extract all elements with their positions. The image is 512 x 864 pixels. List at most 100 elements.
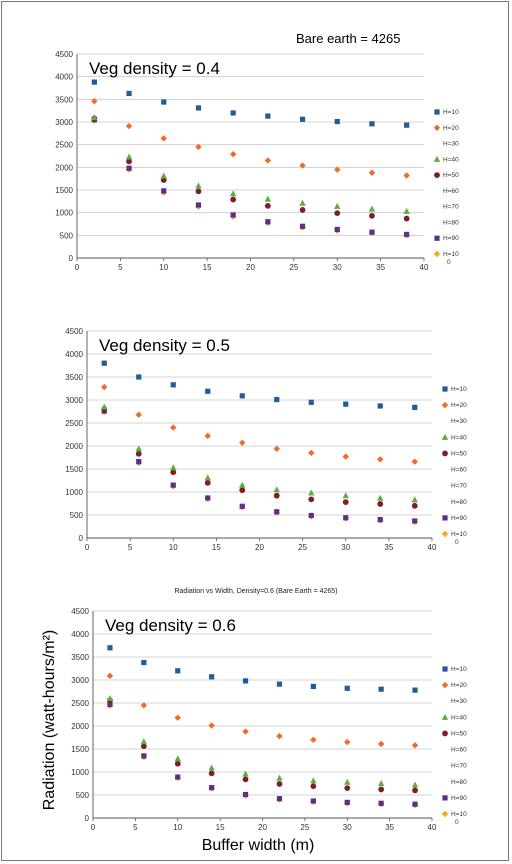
legend-marker bbox=[433, 250, 441, 258]
legend-label: H=60 bbox=[451, 467, 467, 474]
data-point bbox=[274, 396, 280, 403]
data-point bbox=[264, 195, 272, 202]
data-point bbox=[126, 165, 132, 171]
legend-marker bbox=[441, 401, 449, 409]
data-point bbox=[170, 464, 177, 471]
data-point bbox=[242, 728, 249, 735]
data-point bbox=[135, 445, 142, 452]
legend-marker bbox=[441, 713, 449, 720]
data-point bbox=[412, 518, 418, 524]
data-point bbox=[170, 424, 177, 431]
data-point bbox=[174, 714, 181, 721]
data-point bbox=[377, 780, 385, 787]
data-point bbox=[205, 388, 211, 394]
legend-marker bbox=[441, 681, 449, 689]
data-point bbox=[412, 687, 418, 693]
chart-title: Radiation vs Width, Density=0.6 (Bare Ea… bbox=[174, 588, 337, 595]
y-tick-label: 4500 bbox=[65, 327, 83, 336]
data-point bbox=[160, 135, 167, 142]
x-tick-label: 0 bbox=[75, 263, 80, 272]
data-point bbox=[334, 226, 340, 233]
y-tick-label: 3500 bbox=[55, 95, 73, 104]
data-point bbox=[140, 743, 147, 750]
data-point bbox=[276, 796, 283, 802]
data-point bbox=[126, 158, 132, 165]
y-tick-label: 2500 bbox=[71, 699, 89, 708]
data-point bbox=[230, 196, 237, 203]
data-point bbox=[334, 202, 341, 209]
data-point bbox=[242, 791, 249, 798]
data-point bbox=[229, 190, 237, 197]
legend-marker bbox=[441, 433, 449, 440]
legend-label: H=70 bbox=[451, 763, 467, 770]
data-point bbox=[204, 474, 211, 481]
data-point bbox=[91, 79, 97, 85]
x-tick-label: 35 bbox=[384, 543, 393, 552]
legend-label: H=10 bbox=[443, 251, 459, 258]
data-point bbox=[125, 153, 133, 160]
y-tick-label: 2000 bbox=[55, 163, 73, 172]
legend-label: H=50 bbox=[451, 730, 467, 737]
y-tick-label: 3000 bbox=[65, 396, 83, 405]
data-point bbox=[175, 774, 181, 780]
data-point bbox=[141, 659, 147, 666]
legend-label: H=50 bbox=[443, 172, 459, 179]
legend-label: H=40 bbox=[451, 714, 467, 721]
data-point bbox=[403, 172, 410, 179]
legend-marker bbox=[442, 386, 448, 392]
y-tick-label: 500 bbox=[70, 511, 84, 520]
data-point bbox=[342, 499, 349, 506]
data-point bbox=[310, 798, 316, 804]
y-tick-label: 4000 bbox=[71, 630, 89, 639]
x-tick-label: 5 bbox=[133, 823, 138, 832]
legend-label: H=10 bbox=[451, 666, 467, 673]
data-point bbox=[239, 481, 246, 488]
x-tick-label: 30 bbox=[333, 263, 342, 272]
data-point bbox=[107, 645, 113, 651]
x-tick-label: 5 bbox=[128, 543, 133, 552]
y-tick-label: 0 bbox=[69, 254, 74, 263]
legend-label: H=10 bbox=[451, 386, 467, 393]
data-point bbox=[310, 736, 317, 743]
y-tick-label: 1000 bbox=[71, 768, 89, 777]
x-tick-label: 30 bbox=[343, 823, 352, 832]
data-point bbox=[378, 786, 385, 793]
data-point bbox=[369, 229, 375, 235]
legend-label: H=90 bbox=[451, 515, 467, 522]
data-point bbox=[239, 393, 245, 399]
data-point bbox=[174, 755, 181, 762]
x-tick-label: 0 bbox=[85, 543, 90, 552]
data-point bbox=[160, 172, 167, 179]
data-point bbox=[411, 496, 418, 503]
x-tick-label: 15 bbox=[212, 543, 221, 552]
data-point bbox=[308, 399, 314, 405]
legend-label: H=50 bbox=[451, 450, 467, 457]
legend-label: H=70 bbox=[443, 204, 459, 211]
data-point bbox=[136, 459, 142, 465]
data-point bbox=[276, 781, 283, 787]
legend-label: H=80 bbox=[451, 499, 467, 506]
data-point bbox=[170, 482, 176, 488]
legend-label: H=10 bbox=[451, 811, 467, 818]
y-tick-label: 4500 bbox=[55, 50, 73, 59]
x-tick-label: 40 bbox=[428, 823, 437, 832]
legend-label: H=80 bbox=[451, 779, 467, 786]
data-point bbox=[195, 105, 202, 111]
data-point bbox=[265, 219, 271, 225]
data-point bbox=[344, 785, 351, 791]
y-tick-label: 4500 bbox=[71, 607, 89, 616]
legend-marker bbox=[434, 235, 440, 241]
data-point bbox=[126, 90, 132, 97]
data-point bbox=[204, 479, 211, 486]
legend-label: H=10 bbox=[443, 109, 459, 116]
legend-label: H=30 bbox=[451, 698, 467, 705]
data-point bbox=[377, 740, 385, 748]
data-point bbox=[299, 199, 306, 206]
x-tick-label: 25 bbox=[300, 823, 309, 832]
data-point bbox=[378, 686, 384, 692]
x-tick-label: 35 bbox=[376, 263, 385, 272]
data-point bbox=[229, 150, 237, 158]
legend-label: 0 bbox=[455, 539, 459, 546]
y-tick-label: 1500 bbox=[71, 745, 89, 754]
